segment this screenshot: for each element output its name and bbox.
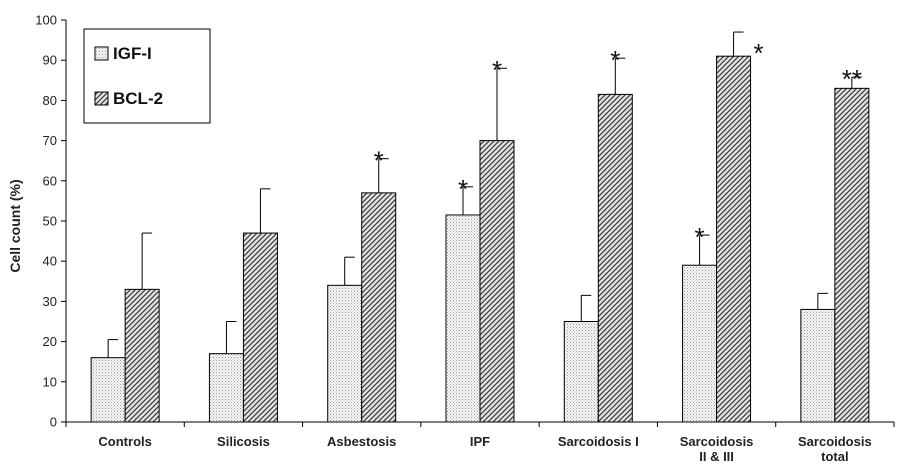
y-tick-label: 0 — [50, 415, 57, 430]
legend-box — [83, 28, 211, 124]
bar-igf-i — [445, 214, 481, 423]
bar-bcl-2 — [597, 93, 633, 423]
bar-igf-i — [90, 357, 126, 423]
significance-marker: * — [458, 174, 468, 204]
x-category-label: Sarcoidosis I — [558, 434, 639, 449]
legend-label-bcl-2: BCL-2 — [113, 89, 163, 108]
y-tick-label: 10 — [43, 374, 57, 389]
bar-igf-i — [800, 308, 836, 423]
bar-bcl-2 — [242, 232, 278, 423]
bar-bcl-2 — [834, 87, 870, 423]
legend-swatch-igf-i — [94, 46, 109, 61]
y-tick-label: 30 — [43, 294, 57, 309]
bar-igf-i — [327, 284, 363, 423]
bar-bcl-2 — [479, 140, 515, 423]
bar-bcl-2 — [361, 192, 397, 423]
x-category-label: Silicosis — [217, 434, 270, 449]
y-tick-label: 40 — [43, 254, 57, 269]
y-axis-label: Cell count (%) — [7, 179, 23, 272]
significance-marker: * — [374, 146, 384, 176]
x-category-label: Sarcoidosis total — [798, 434, 872, 464]
bar-bcl-2 — [124, 288, 160, 423]
y-tick-label: 60 — [43, 173, 57, 188]
legend-swatch-bcl-2 — [94, 91, 109, 106]
plot-area: 0 10 20 30 40 50 60 70 80 90 100 Controls Silicosis *… — [35, 13, 895, 464]
y-tick-label: 70 — [43, 133, 57, 148]
y-tick-label: 80 — [43, 93, 57, 108]
bar-igf-i — [208, 353, 244, 423]
significance-marker: * — [754, 38, 764, 68]
bar-bcl-2 — [716, 55, 752, 423]
x-category-label: Sarcoidosis II & III — [680, 434, 754, 464]
y-tick-label: 100 — [35, 13, 57, 28]
legend-label-igf-i: IGF-I — [113, 44, 152, 63]
x-category-label: IPF — [470, 434, 490, 449]
significance-marker: ** — [842, 64, 862, 94]
y-tick-label: 50 — [43, 214, 57, 229]
x-category-label: Controls — [98, 434, 151, 449]
bar-igf-i — [682, 264, 718, 423]
x-category-label: Asbestosis — [327, 434, 396, 449]
significance-marker: * — [492, 55, 502, 85]
significance-marker: * — [695, 222, 705, 252]
bar-igf-i — [563, 321, 599, 423]
significance-marker: * — [610, 45, 620, 75]
y-tick-label: 20 — [43, 334, 57, 349]
legend: IGF-I BCL-2 — [83, 28, 211, 124]
y-tick-label: 90 — [43, 53, 57, 68]
